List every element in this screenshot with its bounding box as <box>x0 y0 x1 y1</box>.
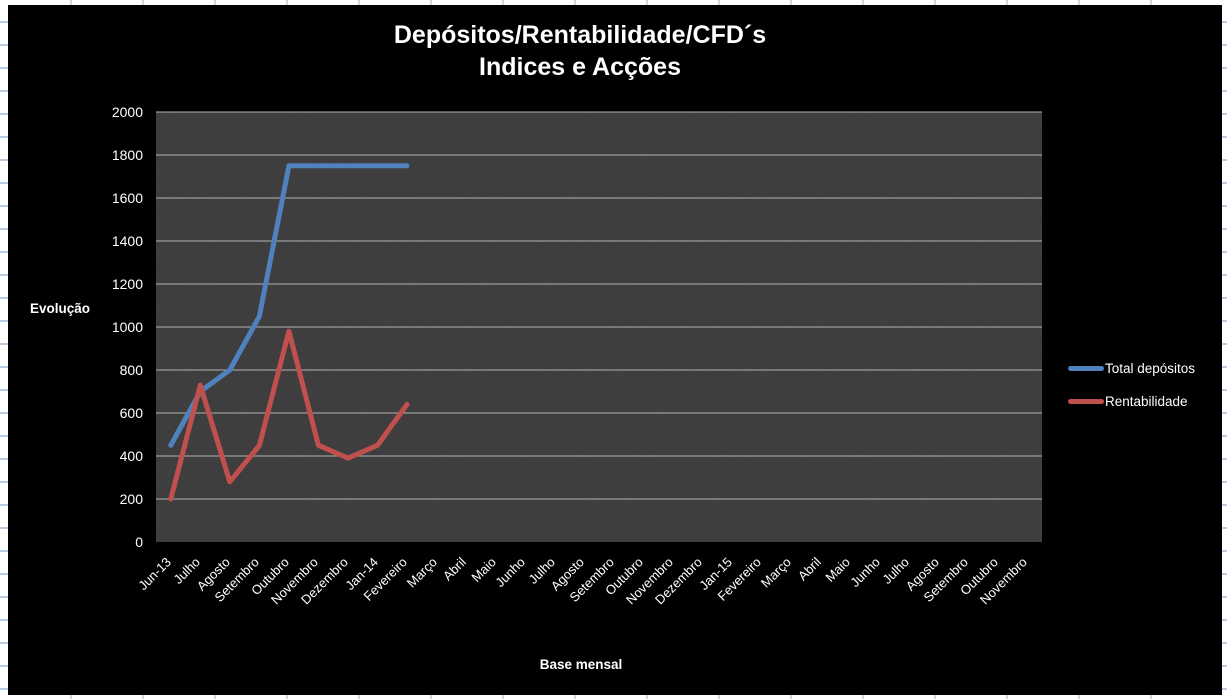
y-tick-label-1600: 1600 <box>111 190 143 206</box>
y-tick-label-1200: 1200 <box>111 276 143 292</box>
sheet-gridline-margin-bottom <box>0 695 1227 699</box>
legend: Total depósitos Rentabilidade <box>1068 358 1220 424</box>
y-axis-title: Evolução <box>30 301 91 316</box>
chart-series-canvas <box>156 111 1042 502</box>
sheet-gridline-margin-top <box>0 0 1227 5</box>
chart-title: Depósitos/Rentabilidade/CFD´s Indices e … <box>250 19 910 83</box>
y-tick-label-1800: 1800 <box>111 147 143 163</box>
legend-label: Total depósitos <box>1105 360 1196 376</box>
y-tick-label-600: 600 <box>119 405 143 421</box>
series-line-0[interactable] <box>168 163 410 448</box>
legend-line-swatch-icon <box>1068 365 1104 371</box>
legend-label: Rentabilidade <box>1105 393 1188 409</box>
legend-item-0[interactable]: Total depósitos <box>1068 358 1220 378</box>
legend-item-1[interactable]: Rentabilidade <box>1068 391 1220 411</box>
y-tick-label-800: 800 <box>119 362 143 378</box>
y-tick-label-1400: 1400 <box>111 233 143 249</box>
x-axis-title: Base mensal <box>539 657 623 672</box>
chart-canvas[interactable]: Depósitos/Rentabilidade/CFD´s Indices e … <box>8 5 1222 695</box>
chart-title-line1: Depósitos/Rentabilidade/CFD´s <box>393 21 767 49</box>
sheet-gridline-margin-right <box>1222 0 1227 699</box>
legend-line-swatch-icon <box>1068 398 1104 404</box>
y-tick-label-0: 0 <box>135 534 143 550</box>
y-tick-label-400: 400 <box>119 448 143 464</box>
y-tick-label-1000: 1000 <box>111 319 143 335</box>
chart-title-line2: Indices e Acções <box>479 53 681 81</box>
y-tick-label-200: 200 <box>119 491 143 507</box>
series-line-1[interactable] <box>168 328 410 502</box>
y-tick-label-2000: 2000 <box>111 104 143 120</box>
sheet-gridline-margin-left <box>0 0 8 699</box>
plot-area[interactable] <box>156 111 1042 542</box>
